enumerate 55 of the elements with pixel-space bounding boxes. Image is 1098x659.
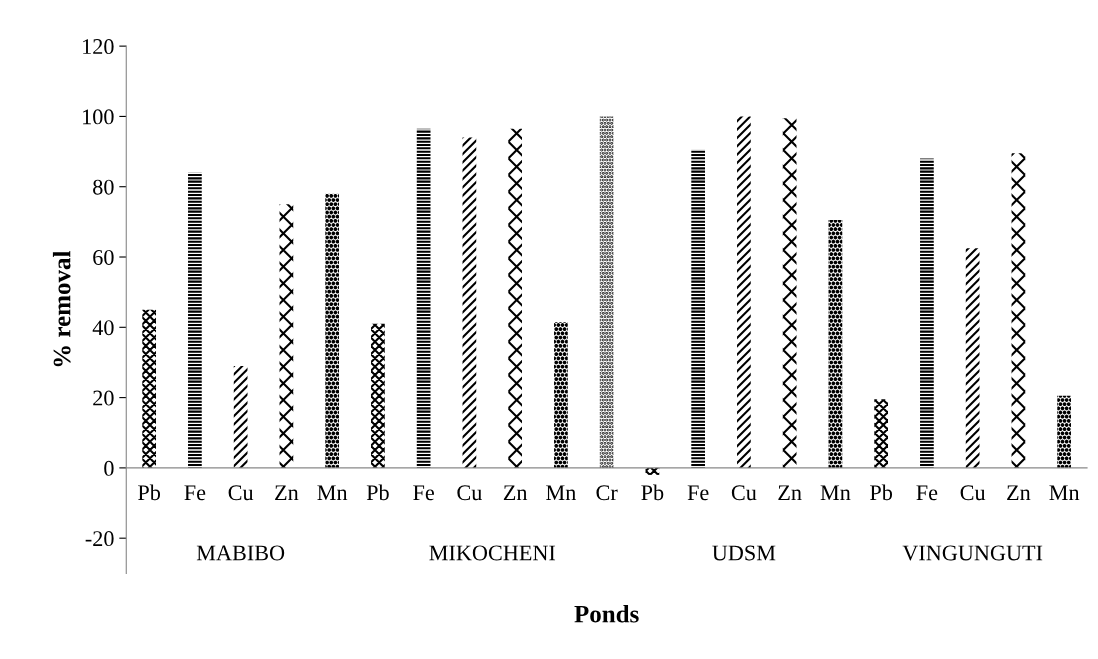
annotation: UDSM [712,545,776,561]
annotation: VINGUNGUTI [902,545,1043,561]
bar [782,118,797,468]
bar [233,365,248,468]
bar [1011,153,1026,468]
x-tick-label: Pb [366,484,389,501]
annotation: MABIBO [196,545,285,561]
bar [142,309,157,468]
bar [965,248,980,468]
bar [1057,395,1072,468]
bar [279,204,294,468]
x-tick-label: Cu [228,485,254,501]
y-axis-title: % removal [52,251,71,367]
y-tick-label: 0 [104,460,114,476]
x-tick-label: Cr [596,485,618,501]
bar [828,220,843,468]
x-tick-label: Fe [413,485,434,501]
bar [416,128,431,468]
bar [325,193,340,468]
y-tick-label: 120 [83,39,114,55]
bar [508,128,523,468]
bar [599,116,614,468]
x-tick-label: Zn [503,485,528,500]
x-axis-title: Ponds [574,604,639,623]
x-tick-label: Fe [916,485,938,501]
x-tick-label: Mn [546,485,576,500]
x-tick-label: Cu [457,485,482,501]
bar [188,172,202,468]
x-tick-label: Pb [641,484,664,501]
x-tick-label: Mn [317,485,348,500]
y-tick-label: 80 [93,179,114,195]
y-tick-label: 20 [93,390,114,406]
bar [920,158,934,468]
x-tick-label: Pb [870,484,893,501]
x-tick-label: Pb [138,484,161,501]
x-tick-label: Cu [960,485,986,501]
x-tick-label: Zn [275,485,299,500]
y-tick-label: 100 [83,109,114,125]
bar [874,399,889,468]
y-tick-label: 60 [93,249,114,265]
bar [462,137,477,468]
annotation: MIKOCHENI [429,545,556,561]
x-tick-label: Mn [1049,485,1080,500]
x-tick-label: Zn [778,485,802,500]
bar [554,322,568,468]
bar [371,323,385,468]
bar [691,149,706,468]
x-tick-label: Fe [184,485,206,501]
x-tick-label: Zn [1007,485,1031,500]
x-tick-label: Fe [687,485,709,501]
y-tick-label: 40 [92,320,114,336]
bar [737,116,751,468]
x-tick-label: Cu [731,485,757,501]
x-tick-label: Mn [820,485,851,500]
y-tick-label: -20 [85,531,114,547]
